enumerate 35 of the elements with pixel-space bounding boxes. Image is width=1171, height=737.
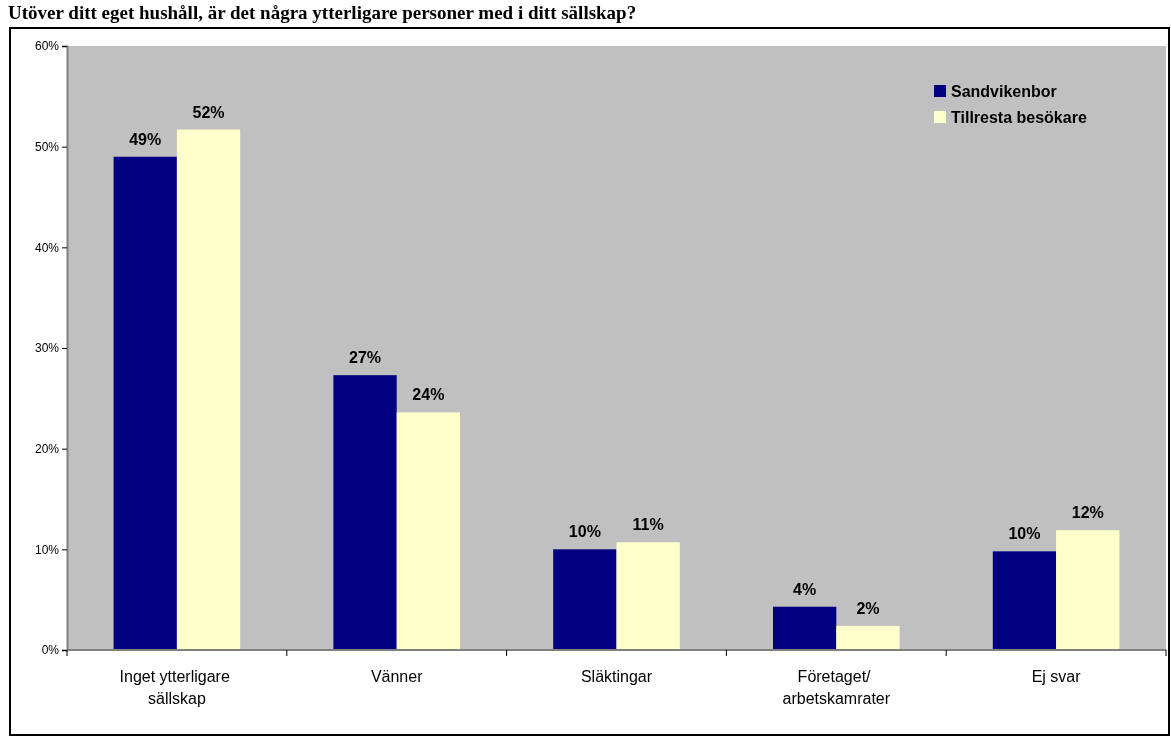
bar	[836, 625, 900, 650]
data-label: 27%	[349, 349, 382, 367]
y-tick-label: 30%	[34, 341, 60, 356]
y-tick-label: 10%	[34, 542, 60, 557]
bar	[773, 606, 837, 650]
x-tick-label: Företaget/ arbetskamrater	[782, 668, 891, 707]
bar	[616, 542, 680, 650]
bar	[396, 412, 460, 650]
data-label: 52%	[192, 103, 225, 121]
y-tick-label: 0%	[41, 643, 60, 658]
y-tick-label: 40%	[34, 240, 60, 255]
chart-title: Utöver ditt eget hushåll, är det några ytterligare personer med i ditt sällskap?	[8, 2, 637, 23]
bar	[553, 549, 617, 650]
y-tick-label: 20%	[34, 442, 60, 457]
x-tick-label: Ej svar	[1031, 668, 1082, 685]
x-tick-label: Inget ytterligare sällskap	[119, 668, 235, 707]
data-label: 10%	[568, 523, 601, 541]
data-label: 24%	[412, 386, 445, 404]
y-tick-label: 60%	[34, 39, 60, 54]
data-label: 2%	[856, 599, 880, 617]
data-label: 10%	[1008, 525, 1041, 543]
bar	[333, 375, 397, 650]
legend-label: Tillresta besökare	[951, 109, 1087, 126]
x-tick-label: Släktingar	[580, 668, 653, 685]
bar	[176, 129, 241, 650]
data-label: 11%	[632, 516, 664, 534]
data-label: 49%	[129, 130, 162, 148]
data-label: 12%	[1071, 504, 1104, 522]
y-tick-label: 50%	[34, 140, 60, 155]
bar	[992, 551, 1057, 650]
bar	[1056, 530, 1120, 650]
bar	[113, 156, 177, 650]
x-tick-label: Vänner	[370, 668, 424, 685]
data-label: 4%	[793, 580, 817, 598]
legend-label: Sandvikenbor	[951, 83, 1057, 100]
